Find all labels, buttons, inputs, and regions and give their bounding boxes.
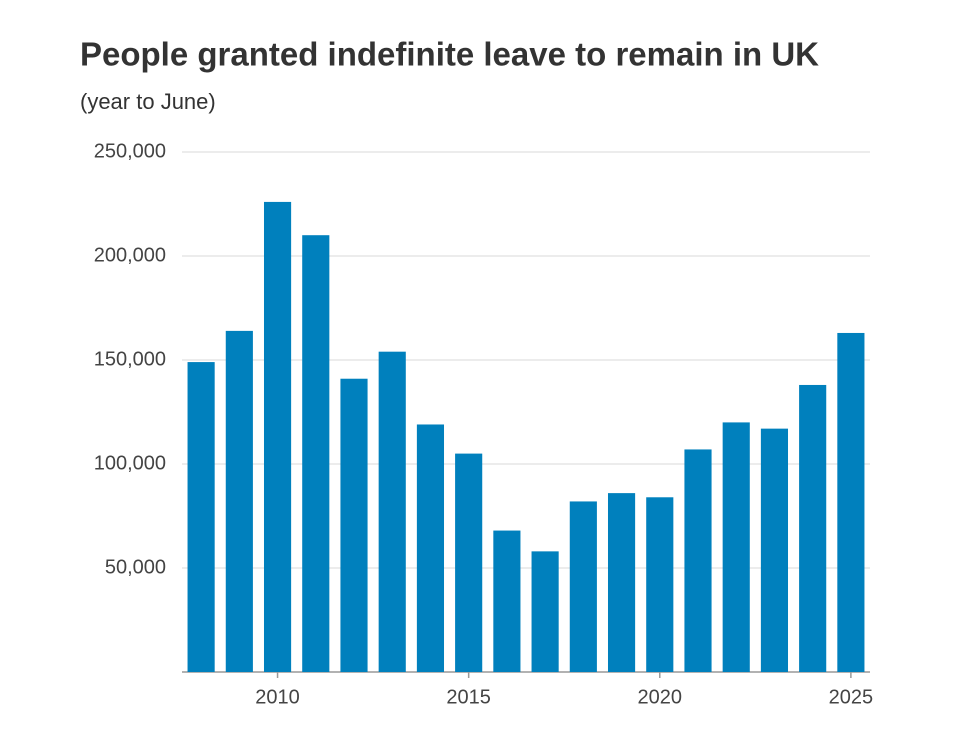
bar (799, 384, 827, 672)
x-tick-label: 2020 (638, 686, 683, 708)
bar (302, 235, 330, 672)
y-tick-label: 100,000 (94, 452, 166, 474)
bar (378, 351, 406, 672)
bar (646, 497, 674, 672)
bar (416, 424, 445, 672)
bar (493, 530, 521, 672)
chart-subtitle: (year to June) (80, 89, 216, 114)
y-tick-label: 150,000 (94, 348, 166, 370)
bar (684, 449, 712, 672)
x-tick-label: 2015 (446, 686, 491, 708)
y-tick-label: 200,000 (94, 244, 166, 266)
chart-title: People granted indefinite leave to remai… (80, 36, 819, 73)
bar (837, 332, 865, 672)
bar (340, 378, 368, 672)
bar (455, 453, 483, 672)
bar (263, 201, 292, 673)
x-tick-label: 2025 (829, 686, 874, 708)
y-tick-label: 250,000 (94, 140, 166, 162)
x-tick-label: 2010 (255, 686, 300, 708)
bar (607, 493, 636, 672)
bar (225, 330, 253, 672)
bar (569, 501, 597, 672)
y-tick-label: 50,000 (105, 556, 166, 578)
bar (722, 422, 750, 672)
bar (760, 428, 789, 672)
bar (187, 362, 215, 672)
bar (531, 551, 559, 672)
